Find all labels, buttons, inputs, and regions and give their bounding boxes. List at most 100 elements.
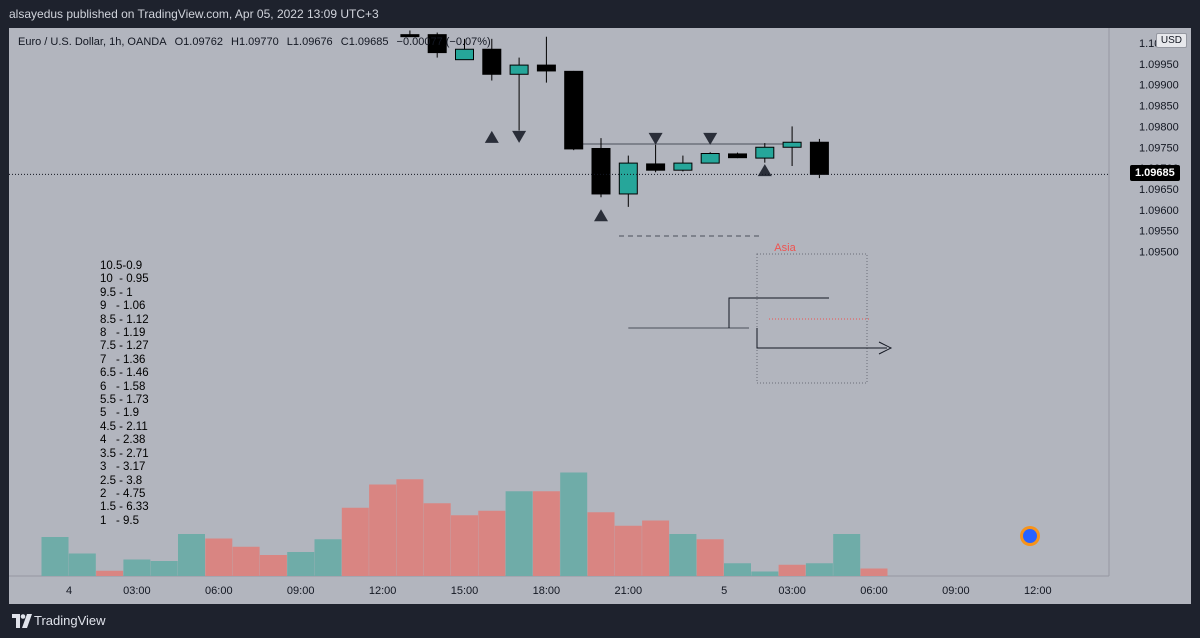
- arrow-head-icon: [878, 341, 893, 355]
- note-line: 4.5 - 2.11: [100, 420, 148, 433]
- price-axis-panel[interactable]: [1109, 28, 1191, 576]
- candle-body: [700, 153, 720, 164]
- legend-open: O1.09762: [174, 36, 223, 48]
- volume-bar: [178, 534, 205, 576]
- note-line: 8.5 - 1.12: [100, 313, 149, 326]
- note-line: 1.5 - 6.33: [100, 501, 149, 514]
- candle-body: [400, 34, 420, 38]
- publish-info-text: alsayedus published on TradingView.com, …: [9, 7, 379, 21]
- alert-clock-icon[interactable]: [1020, 526, 1040, 546]
- volume-bar: [778, 564, 806, 576]
- legend-change: −0.00077 (−0.07%): [396, 36, 491, 48]
- legend-low: L1.09676: [286, 36, 333, 48]
- candle-body: [482, 48, 502, 75]
- volume-bar: [314, 539, 342, 576]
- session-label-asia: Asia: [774, 242, 796, 254]
- time-tick-label: 4: [66, 585, 72, 597]
- note-line: 9 - 1.06: [100, 300, 146, 313]
- price-tick-label: 1.09900: [1139, 80, 1179, 92]
- signal-markers: [484, 130, 772, 222]
- up-triangle-icon: [757, 164, 772, 177]
- note-line: 3 - 3.17: [100, 461, 146, 474]
- down-triangle-icon: [648, 132, 663, 145]
- time-tick-label: 5: [721, 585, 727, 597]
- volume-bar: [505, 491, 533, 576]
- candle-body: [728, 153, 747, 159]
- volume-bar: [96, 570, 124, 576]
- tradingview-logo-icon[interactable]: [12, 614, 32, 628]
- candle-body: [536, 64, 556, 72]
- volume-bar: [369, 484, 397, 576]
- candle-body: [564, 70, 584, 150]
- note-line: 8 - 1.19: [100, 327, 146, 340]
- session-box-asia: [756, 253, 868, 384]
- symbol-legend: Euro / U.S. Dollar, 1h, OANDA O1.09762 H…: [18, 36, 496, 48]
- volume-bar: [423, 503, 451, 576]
- time-tick-label: 15:00: [451, 585, 479, 597]
- time-tick-label: 09:00: [942, 585, 970, 597]
- brand-label[interactable]: TradingView: [34, 613, 106, 628]
- publish-header: alsayedus published on TradingView.com, …: [0, 0, 1200, 28]
- volume-bar: [532, 491, 560, 576]
- volume-bar: [860, 568, 888, 576]
- volume-bar: [205, 538, 233, 576]
- volume-bars: [41, 472, 888, 576]
- chart-area[interactable]: 1.095001.095501.096001.096501.097001.097…: [9, 28, 1191, 604]
- price-tick-label: 1.09750: [1139, 142, 1179, 154]
- last-price-tag: 1.09685: [1130, 165, 1180, 182]
- candle-body: [591, 148, 611, 195]
- time-tick-label: 03:00: [778, 585, 806, 597]
- time-axis-ticks: 4 03:00 06:00 09:00 12:00 15:00 18:00 21:00 5 03:…: [66, 585, 1052, 597]
- legend-high: H1.09770: [231, 36, 279, 48]
- symbol-name[interactable]: Euro / U.S. Dollar, 1h, OANDA: [18, 36, 167, 48]
- price-tick-label: 1.09850: [1139, 101, 1179, 113]
- footer-bar: TradingView: [0, 604, 1200, 638]
- currency-button[interactable]: USD: [1155, 33, 1187, 48]
- time-axis-panel[interactable]: [9, 576, 1191, 604]
- candle-body: [455, 48, 474, 61]
- candlestick-chart[interactable]: 1.095001.095501.096001.096501.097001.097…: [9, 28, 1191, 604]
- time-tick-label: 18:00: [533, 585, 561, 597]
- volume-bar: [259, 555, 287, 576]
- volume-bar: [396, 479, 424, 576]
- candles: [400, 30, 829, 207]
- candle-body: [646, 163, 666, 171]
- up-triangle-icon: [484, 130, 499, 143]
- price-tick-label: 1.09650: [1139, 184, 1179, 196]
- candle-body: [673, 162, 693, 171]
- candle-body: [427, 34, 447, 54]
- note-line: 9.5 - 1: [100, 286, 133, 299]
- price-tick-label: 1.09800: [1139, 121, 1179, 133]
- legend-close: C1.09685: [340, 36, 389, 48]
- volume-bar: [724, 563, 751, 576]
- time-tick-label: 06:00: [860, 585, 888, 597]
- candle-body: [509, 64, 529, 75]
- down-triangle-icon: [703, 132, 718, 145]
- volume-bar: [642, 520, 670, 576]
- note-line: 2 - 4.75: [100, 487, 146, 500]
- candle-body: [755, 146, 775, 159]
- price-tick-label: 1.09550: [1139, 226, 1179, 238]
- note-line: 6.5 - 1.46: [100, 367, 149, 380]
- arrow-line-drawing: [756, 328, 887, 349]
- volume-bar: [287, 552, 315, 576]
- volume-bar: [805, 563, 833, 576]
- volume-bar: [560, 472, 588, 576]
- volume-bar: [478, 510, 506, 576]
- time-tick-label: 06:00: [205, 585, 233, 597]
- down-triangle-icon: [512, 130, 527, 143]
- note-line: 5.5 - 1.73: [100, 394, 149, 407]
- note-line: 10.5-0.9: [100, 260, 143, 272]
- range-line-drawing: [728, 297, 829, 328]
- volume-bar: [669, 534, 697, 576]
- volume-bar: [150, 561, 178, 576]
- volume-bar: [751, 571, 779, 576]
- candle-body: [809, 141, 829, 175]
- time-tick-label: 12:00: [1024, 585, 1052, 597]
- note-line: 7.5 - 1.27: [100, 340, 149, 353]
- price-tick-label: 1.09500: [1139, 247, 1179, 259]
- volume-bar: [587, 512, 615, 576]
- volume-bar: [123, 559, 151, 576]
- price-tick-label: 1.09600: [1139, 205, 1179, 217]
